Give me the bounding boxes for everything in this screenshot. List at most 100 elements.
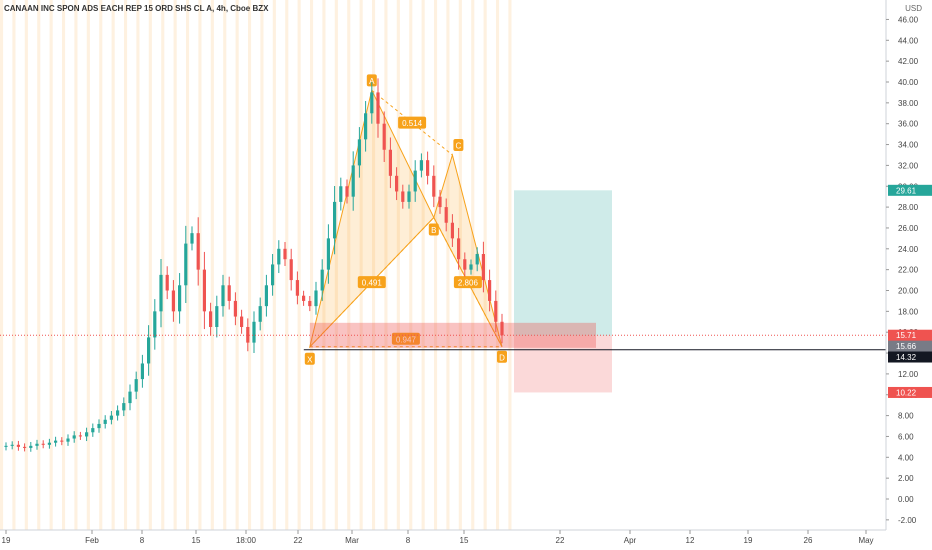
- candle: [78, 435, 82, 437]
- session-band: [173, 0, 177, 530]
- candle: [209, 311, 213, 327]
- candle: [202, 269, 206, 312]
- candle: [252, 321, 256, 343]
- candle: [109, 415, 113, 420]
- session-band: [471, 0, 475, 530]
- candle: [264, 285, 268, 307]
- session-band: [0, 0, 4, 530]
- time-tick-label: 15: [192, 536, 201, 545]
- candle: [221, 285, 225, 307]
- level-b-tag-text: 14.32: [896, 353, 917, 362]
- price-tick-label: 2.00: [898, 474, 914, 483]
- price-tick-label: 26.00: [898, 224, 919, 233]
- candle: [41, 443, 45, 445]
- candle: [184, 243, 188, 286]
- position-tool[interactable]: [0, 190, 886, 393]
- pattern-point-badge: [366, 74, 377, 87]
- session-band: [235, 0, 239, 530]
- session-band: [322, 0, 326, 530]
- session-band: [37, 0, 41, 530]
- time-tick-label: 15: [460, 536, 469, 545]
- time-tick-label: 26: [804, 536, 813, 545]
- session-band: [421, 0, 425, 530]
- candle: [153, 311, 157, 338]
- session-band: [372, 0, 376, 530]
- candle: [407, 191, 411, 202]
- candle: [339, 186, 343, 202]
- candle: [60, 440, 64, 442]
- candle: [357, 139, 361, 166]
- pattern-point-label: D: [499, 353, 505, 362]
- time-tick-label: 12: [686, 536, 695, 545]
- level-a-tag-text: 15.66: [896, 342, 917, 351]
- price-tick-label: 6.00: [898, 432, 914, 441]
- candle: [370, 92, 374, 114]
- session-band: [446, 0, 450, 530]
- candle: [54, 440, 58, 443]
- pattern-point-badge: [428, 223, 439, 236]
- candle: [326, 238, 330, 270]
- candle: [364, 113, 368, 140]
- candle: [302, 295, 306, 301]
- price-tick-label: 38.00: [898, 99, 919, 108]
- candle: [66, 438, 70, 442]
- session-band: [496, 0, 500, 530]
- session-band: [148, 0, 152, 530]
- candle: [376, 92, 380, 124]
- session-band: [24, 0, 28, 530]
- candle: [283, 248, 287, 260]
- pattern-bcd: [433, 153, 503, 348]
- candle: [395, 175, 399, 192]
- target-price-tag: [888, 184, 932, 196]
- candle: [91, 428, 95, 433]
- xabcd-pattern[interactable]: X A B C D 0.491 0.514 2.806 0.947: [304, 74, 507, 365]
- time-tick-label: Mar: [345, 536, 359, 545]
- target-price-tag-text: 29.61: [896, 186, 917, 195]
- candle: [233, 300, 237, 317]
- price-tick-label: 42.00: [898, 57, 919, 66]
- time-tick-label: 8: [406, 536, 411, 545]
- candle: [134, 379, 138, 392]
- candle: [190, 233, 194, 244]
- session-band: [198, 0, 202, 530]
- candle: [116, 410, 120, 416]
- pattern-point-label: A: [369, 77, 375, 86]
- candle: [432, 175, 436, 197]
- candle: [271, 264, 275, 286]
- candle: [85, 432, 89, 437]
- candle: [481, 254, 485, 281]
- profit-zone: [514, 190, 612, 336]
- price-tick-label: 4.00: [898, 453, 914, 462]
- session-band: [310, 0, 314, 530]
- ratio-label: 0.491: [362, 279, 383, 288]
- candle: [500, 321, 504, 336]
- session-band: [285, 0, 289, 530]
- candle: [320, 269, 324, 291]
- candle: [103, 419, 107, 424]
- candle: [419, 160, 423, 171]
- candle: [277, 248, 281, 265]
- candle: [122, 403, 126, 411]
- loss-zone: [514, 335, 612, 393]
- price-axis[interactable]: -2.000.002.004.006.008.0010.0012.0014.00…: [885, 0, 932, 530]
- price-tick-label: 22.00: [898, 266, 919, 275]
- ratio-badge: [398, 116, 427, 129]
- candle: [178, 285, 182, 312]
- time-tick-label: 22: [294, 536, 303, 545]
- session-band: [49, 0, 53, 530]
- ratio-badge: [391, 332, 420, 345]
- candle: [140, 363, 144, 380]
- session-band: [136, 0, 140, 530]
- candle: [333, 201, 337, 239]
- time-axis[interactable]: 19 Feb 8 15 18:00 22 Mar 8 15 22 Apr 12 19 26 May: [0, 529, 886, 545]
- candle: [128, 391, 132, 404]
- entry-zone: [309, 322, 596, 348]
- price-tick-label: 46.00: [898, 15, 919, 24]
- price-tick-label: 12.00: [898, 370, 919, 379]
- session-band: [124, 0, 128, 530]
- session-band: [62, 0, 66, 530]
- currency-label: USD: [905, 4, 922, 13]
- candle: [246, 326, 250, 343]
- ratio-label: 0.514: [402, 119, 423, 128]
